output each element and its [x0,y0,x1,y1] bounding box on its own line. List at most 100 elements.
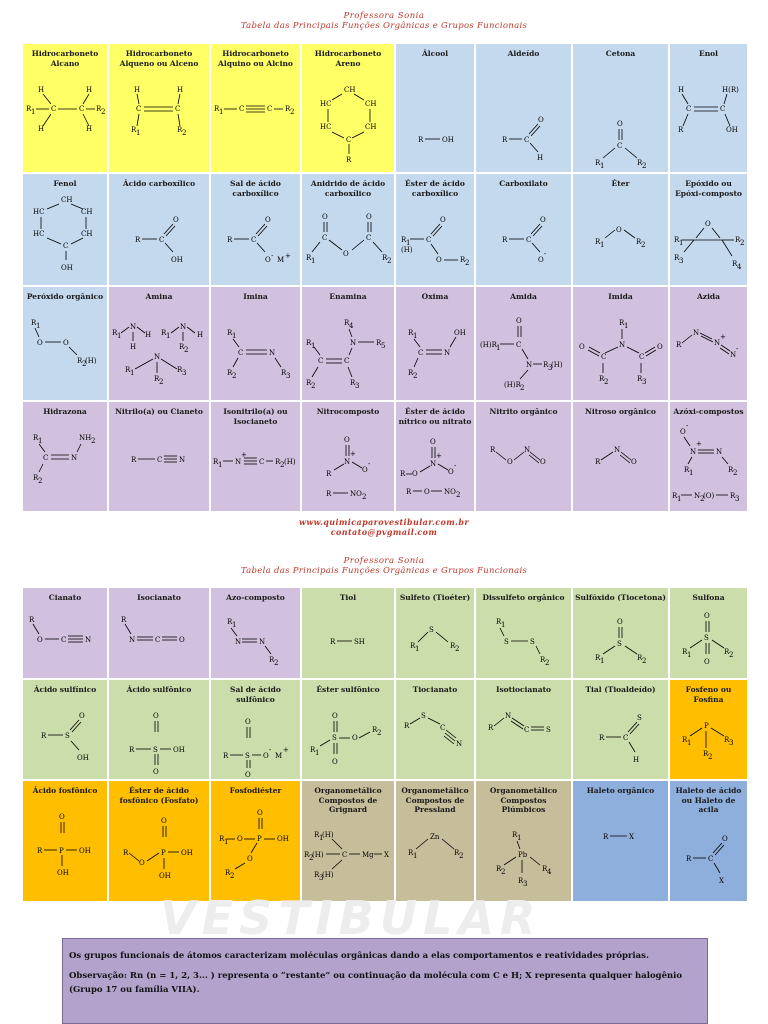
svg-text:C: C [344,357,349,365]
website-link[interactable]: www.quimicaparovestibular.com.br [299,517,469,527]
svg-text:R: R [636,238,642,246]
svg-text:R: R [674,236,680,244]
svg-text:O: O [265,256,271,264]
structure-acido-carboxilico: R C O OH [135,216,183,264]
svg-text:O: O [153,712,159,720]
svg-text:R: R [129,746,135,754]
svg-text:(H): (H) [284,458,296,466]
note-box: Os grupos funcionais de átomos caracteri… [62,938,708,1024]
svg-text:O: O [540,216,546,224]
cell-label: Sulfona [692,593,725,602]
svg-text:O: O [362,466,368,474]
svg-text:S: S [421,712,426,720]
cell-label: Éster sulfônico [316,685,380,694]
svg-text:R: R [281,369,287,377]
cell-label: Organometálico Compostos de Pressland [401,786,469,814]
svg-text:O: O [617,120,623,128]
cell-label: Ácido carboxílico [122,179,196,188]
cell-label: Enamina [329,292,367,301]
svg-text:C: C [267,105,272,113]
structure-tiol: R SH [330,638,365,646]
cell-label: Álcool [421,49,449,58]
svg-text:S: S [637,714,642,722]
structure-nitroso: R N O [595,446,637,466]
svg-text:N: N [690,448,696,456]
cell-label: Isocianato [137,593,181,602]
cell-label: Sal de ácido carboxílico [230,179,281,198]
cell-label: Imida [608,292,633,301]
svg-text:R: R [599,734,605,742]
svg-text:1: 1 [679,239,683,247]
svg-text:R: R [496,865,502,873]
svg-text:R: R [123,849,129,857]
svg-text:C: C [318,357,323,365]
svg-text:-: - [454,462,457,470]
svg-text:R: R [177,126,183,134]
svg-text:O: O [722,835,728,843]
svg-text:2: 2 [413,372,417,380]
svg-text:N: N [85,636,91,644]
cell-acido-fosfonico: Ácido fosfônico O R P OH OH [22,780,108,902]
svg-text:P: P [161,849,166,857]
cell-label: Nitrocomposto [316,407,380,416]
cell-cianato: Cianato R O C N [22,587,108,679]
svg-text:H: H [38,125,44,133]
svg-text:N: N [269,349,275,357]
svg-text:X: X [719,877,724,885]
svg-text:R: R [518,877,524,885]
svg-text:O: O [37,636,43,644]
cell-label: Fenol [53,179,77,188]
svg-text:2: 2 [377,729,381,737]
svg-text:R: R [131,456,137,464]
svg-text:O: O [440,216,446,224]
cell-haleto-acila: Haleto de ácido ou Haleto de acila R C O … [669,780,748,902]
svg-text:C: C [51,105,56,113]
svg-text:R: R [285,105,291,113]
svg-text:3: 3 [286,372,290,380]
svg-text:C: C [686,105,691,113]
svg-text:+: + [436,452,442,460]
svg-text:H: H [86,125,92,133]
svg-text:C: C [708,855,713,863]
cell-label: Éster de ácido nítrico ou nitrato [398,407,472,426]
svg-text:1: 1 [36,322,40,330]
svg-text:N: N [694,492,700,500]
cell-label: Hidrocarboneto Alqueno ou Alceno [119,49,199,68]
cell-label: Cianato [48,593,82,602]
svg-text:3: 3 [679,257,683,265]
contact-email[interactable]: contato@pvgmail.com [330,527,438,537]
svg-text:3: 3 [729,739,733,747]
svg-text:3: 3 [182,369,186,377]
cell-label: Azo-composto [226,593,285,602]
svg-text:H: H [38,86,44,94]
svg-text:O: O [657,343,663,351]
svg-text:H: H [177,86,183,94]
note-paragraph-2: Observação: Rn (n = 1, 2, 3... ) represe… [69,971,683,995]
svg-text:OH: OH [454,329,466,337]
svg-text:(H): (H) [322,831,334,839]
svg-text:O: O [332,712,338,720]
svg-text:R: R [678,126,684,134]
svg-text:R: R [275,458,281,466]
structure-isocianato: R N C O [121,616,185,644]
svg-text:H: H [86,86,92,94]
svg-text:1: 1 [224,838,228,846]
svg-text:O: O [257,809,263,817]
